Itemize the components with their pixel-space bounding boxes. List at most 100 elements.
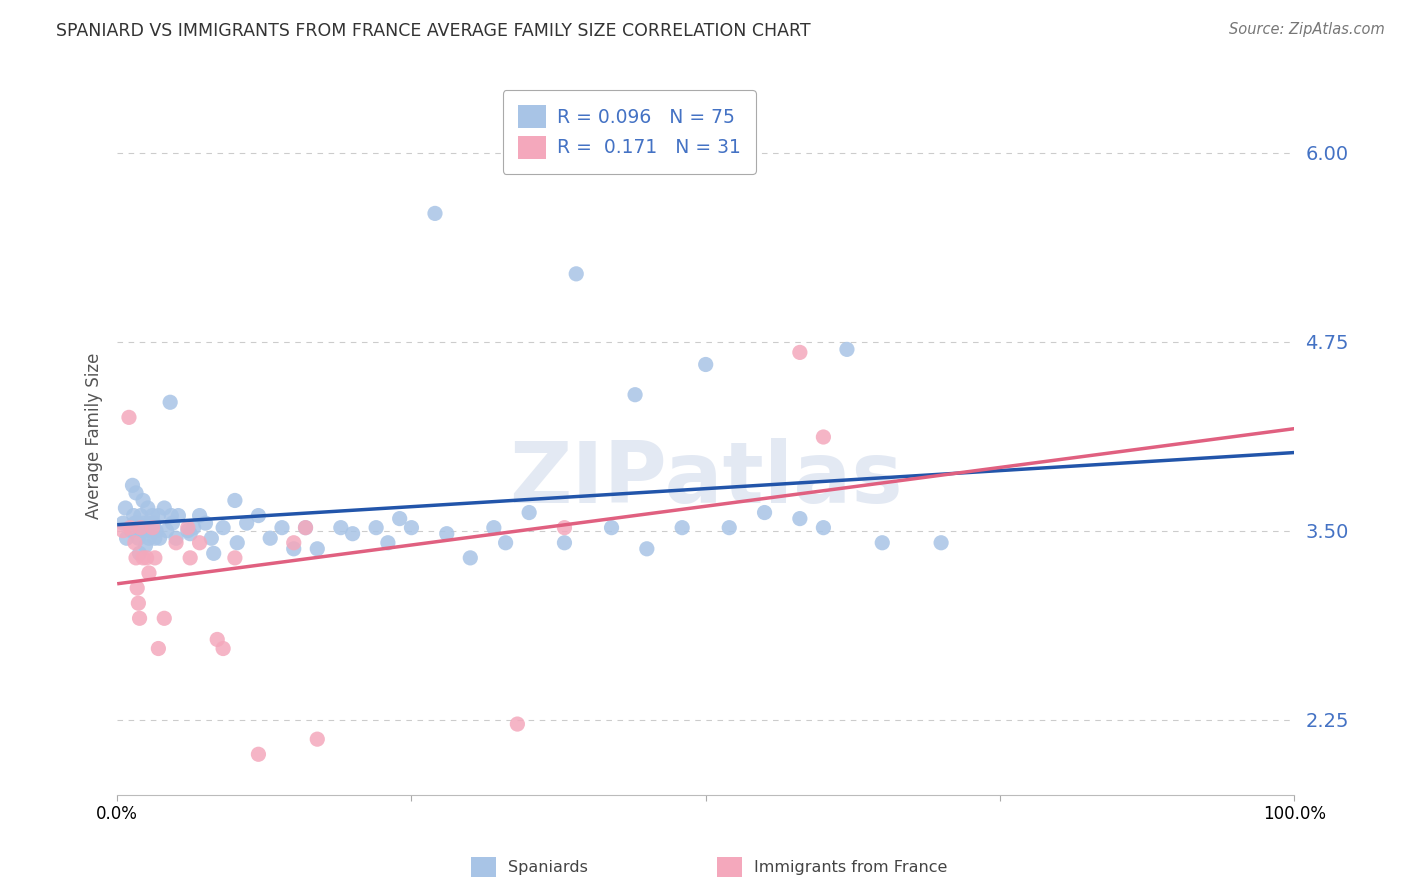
Point	[118, 410, 141, 425]
Point	[377, 535, 399, 549]
Point	[153, 501, 176, 516]
Point	[517, 506, 540, 520]
Point	[128, 611, 150, 625]
Point	[120, 521, 142, 535]
Point	[718, 521, 741, 535]
Point	[143, 550, 166, 565]
Point	[112, 516, 135, 530]
Text: Source: ZipAtlas.com: Source: ZipAtlas.com	[1229, 22, 1385, 37]
Point	[247, 508, 270, 523]
Point	[224, 550, 246, 565]
Point	[179, 526, 201, 541]
Point	[436, 526, 458, 541]
Point	[329, 521, 352, 535]
Point	[247, 747, 270, 762]
Point	[127, 531, 149, 545]
Text: ZIPatlas: ZIPatlas	[509, 438, 903, 521]
Point	[226, 535, 249, 549]
Point	[129, 521, 152, 535]
Point	[115, 531, 138, 545]
Point	[159, 395, 181, 409]
Point	[366, 521, 388, 535]
Y-axis label: Average Family Size: Average Family Size	[86, 353, 103, 519]
Point	[132, 493, 155, 508]
Point	[307, 732, 329, 747]
Point	[283, 541, 305, 556]
Point	[194, 516, 217, 530]
Point	[127, 596, 149, 610]
Point	[212, 521, 235, 535]
Point	[135, 550, 157, 565]
Point	[135, 524, 157, 538]
Point	[141, 508, 163, 523]
Point	[138, 566, 160, 580]
Text: Immigrants from France: Immigrants from France	[754, 860, 948, 874]
Point	[565, 267, 588, 281]
Point	[143, 531, 166, 545]
Point	[342, 526, 364, 541]
Point	[553, 521, 575, 535]
Point	[112, 524, 135, 538]
Point	[553, 535, 575, 549]
Point	[127, 516, 149, 530]
Legend: R = 0.096   N = 75, R =  0.171   N = 31: R = 0.096 N = 75, R = 0.171 N = 31	[502, 90, 756, 174]
Point	[482, 521, 505, 535]
Text: Spaniards: Spaniards	[508, 860, 588, 874]
Point	[624, 387, 647, 401]
FancyBboxPatch shape	[717, 857, 742, 877]
Point	[294, 521, 316, 535]
Point	[124, 535, 146, 549]
Point	[125, 486, 148, 500]
Point	[202, 546, 225, 560]
Point	[160, 508, 183, 523]
Point	[148, 641, 170, 656]
Point	[134, 516, 156, 530]
Point	[129, 508, 152, 523]
Point	[212, 641, 235, 656]
Point	[145, 524, 167, 538]
Point	[271, 521, 294, 535]
Point	[127, 581, 149, 595]
Point	[124, 516, 146, 530]
Point	[148, 508, 170, 523]
Point	[125, 550, 148, 565]
Point	[789, 511, 811, 525]
Point	[600, 521, 623, 535]
Point	[789, 345, 811, 359]
Point	[813, 521, 835, 535]
Point	[177, 524, 200, 538]
Point	[200, 531, 222, 545]
Point	[165, 535, 187, 549]
Point	[671, 521, 693, 535]
Point	[165, 531, 187, 545]
Point	[132, 550, 155, 565]
Point	[235, 516, 257, 530]
Point	[136, 501, 159, 516]
Point	[120, 524, 142, 538]
Point	[167, 508, 190, 523]
Point	[224, 493, 246, 508]
Point	[458, 550, 481, 565]
Point	[134, 539, 156, 553]
Point	[813, 430, 835, 444]
Point	[128, 546, 150, 560]
Point	[283, 535, 305, 549]
Point	[294, 521, 316, 535]
Point	[207, 632, 229, 647]
Point	[139, 516, 162, 530]
Point	[141, 521, 163, 535]
Point	[162, 516, 184, 530]
Point	[183, 521, 205, 535]
Point	[142, 516, 165, 530]
Point	[835, 343, 858, 357]
Point	[122, 508, 145, 523]
Point	[148, 531, 170, 545]
Point	[636, 541, 658, 556]
Point	[114, 501, 136, 516]
Point	[307, 541, 329, 556]
Point	[138, 531, 160, 545]
Point	[929, 535, 952, 549]
FancyBboxPatch shape	[471, 857, 496, 877]
Point	[870, 535, 893, 549]
Point	[131, 524, 153, 538]
